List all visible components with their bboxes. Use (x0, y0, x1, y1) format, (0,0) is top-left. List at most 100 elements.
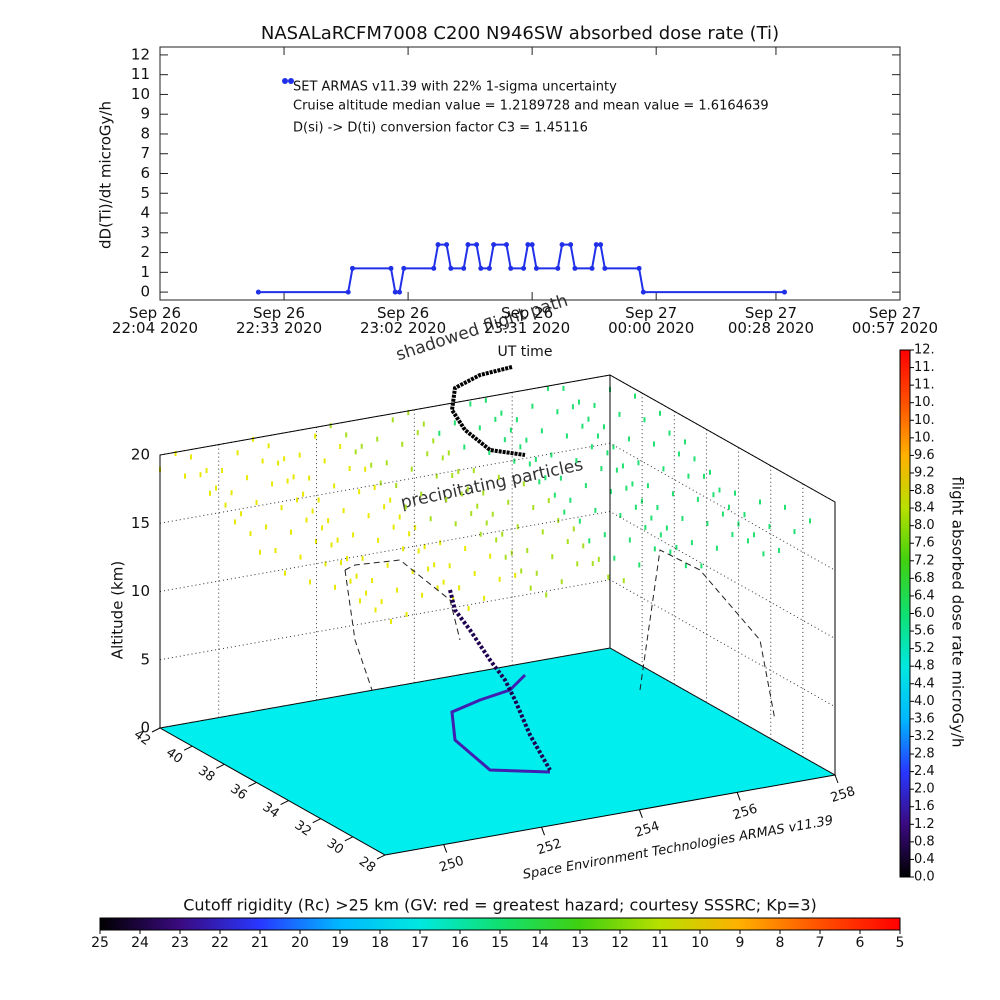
colorbar-tick-label: 23 (171, 935, 189, 951)
colorbar-tick-label: 25 (91, 935, 109, 951)
colorbar-tick-label: 21 (251, 935, 269, 951)
colorbar-tick-label: 10 (691, 935, 709, 951)
colorbar-tick-label: 9 (736, 935, 745, 951)
colorbar-tick-label: 5 (896, 935, 905, 951)
colorbar-label: Cutoff rigidity (Rc) >25 km (GV: red = g… (183, 896, 817, 915)
x-tick-label: 258 (829, 784, 857, 806)
x-tick (834, 774, 839, 784)
colorbar-tick-label: 12 (611, 935, 629, 951)
data-point (559, 242, 565, 248)
annotation: D(si) -> D(ti) conversion factor C3 = 1.… (293, 121, 588, 136)
colorbar-tick-label: 19 (331, 935, 349, 951)
colorbar-tick-label: 7.6 (914, 536, 935, 551)
y-tick (312, 818, 321, 824)
colorbar-tick-label: 9.2 (914, 465, 935, 480)
data-point (255, 289, 261, 295)
z-tick-label: 0 (140, 719, 150, 737)
colorbar-tick-label: 22 (211, 935, 229, 951)
colorbar-tick-label: 15 (491, 935, 509, 951)
colorbar-tick-label: 0.0 (914, 870, 935, 885)
data-point (397, 289, 403, 295)
x-tick-label: 256 (731, 801, 759, 823)
colorbar-tick-label: 10. (914, 413, 935, 428)
series-line (258, 243, 785, 294)
z-tick-label: 15 (131, 514, 150, 532)
data-point (503, 242, 509, 248)
x-tick-label: 254 (633, 819, 661, 841)
colorbar-tick-label: 4.4 (914, 676, 935, 691)
colorbar-tick-label: 16 (451, 935, 469, 951)
data-point (533, 265, 539, 271)
y-axis-label: dD(Ti)/dt microGy/h (97, 101, 115, 249)
floor (158, 647, 837, 856)
x-tick-label: Sep 27 00:57 2020 (851, 304, 939, 337)
y-tick-label: 11 (131, 65, 150, 83)
colorbar-tick-label: 11. (914, 378, 935, 393)
data-point (640, 289, 646, 295)
colorbar-tick-label: 11 (651, 935, 669, 951)
colorbar-label: flight absorbed dose rate microGy/h (949, 476, 967, 747)
data-point (349, 265, 355, 271)
data-point (461, 265, 467, 271)
colorbar-tick-label: 17 (411, 935, 429, 951)
data-point (589, 265, 595, 271)
colorbar-tick-label: 6 (856, 935, 865, 951)
data-point (568, 242, 574, 248)
y-tick-label: 9 (140, 105, 150, 123)
colorbar (899, 349, 911, 878)
colorbar-tick-label: 14 (531, 935, 549, 951)
y-tick-label: 34 (259, 800, 281, 822)
data-point (474, 242, 480, 248)
y-tick (344, 836, 354, 842)
colorbar-tick-label: 5.2 (914, 641, 935, 656)
colorbar-tick-label: 6.8 (914, 571, 935, 586)
annotation: Cruise altitude median value = 1.2189728… (293, 99, 769, 114)
y-tick-label: 5 (140, 184, 150, 202)
data-point (529, 242, 535, 248)
data-point (448, 265, 454, 271)
y-tick (216, 763, 225, 769)
colorbar-tick-label: 6.0 (914, 606, 935, 621)
y-tick-label: 40 (163, 745, 185, 767)
colorbar-tick-label: 2.0 (914, 782, 935, 797)
y-tick-label: 7 (140, 144, 150, 162)
annotation: SET ARMAS v11.39 with 22% 1-sigma uncert… (293, 80, 617, 95)
data-point (444, 242, 450, 248)
colorbar-tick-label: 2.8 (914, 747, 935, 762)
colorbar-tick-label: 12. (914, 343, 935, 358)
y-tick-label: 12 (131, 45, 150, 63)
colorbar-tick-label: 6.4 (914, 588, 935, 603)
colorbar-tick-label: 24 (131, 935, 149, 951)
y-tick-label: 10 (131, 85, 150, 103)
data-point (602, 265, 608, 271)
data-point (508, 265, 514, 271)
y-tick (376, 854, 386, 860)
y-tick-label: 2 (140, 243, 150, 261)
colorbar-tick-label: 8.8 (914, 483, 935, 498)
y-tick-label: 4 (140, 204, 150, 222)
colorbar-tick-label: 3.2 (914, 729, 935, 744)
z-tick-label: 5 (140, 650, 150, 668)
upper-path (449, 365, 526, 457)
colorbar-tick-label: 8.4 (914, 501, 935, 516)
x-tick (541, 826, 545, 836)
colorbar (99, 917, 901, 931)
data-point (388, 265, 394, 271)
data-point (486, 265, 492, 271)
z-tick-label: 10 (131, 582, 150, 600)
z-axis-label: Altitude (km) (109, 561, 127, 659)
data-point (598, 242, 604, 248)
colorbar-tick-label: 4.0 (914, 694, 935, 709)
colorbar-tick-label: 5.6 (914, 624, 935, 639)
y-tick (280, 800, 289, 806)
annotation: precipitating particles (399, 455, 585, 513)
data-point (572, 265, 578, 271)
colorbar-tick-label: 9.6 (914, 448, 935, 463)
x-axis-label: UT time (498, 344, 553, 360)
x-tick (638, 809, 643, 818)
z-tick-label: 20 (131, 446, 150, 464)
data-point (435, 242, 441, 248)
data-point (465, 242, 471, 248)
colorbar-tick-label: 1.6 (914, 799, 935, 814)
data-point (431, 265, 437, 271)
